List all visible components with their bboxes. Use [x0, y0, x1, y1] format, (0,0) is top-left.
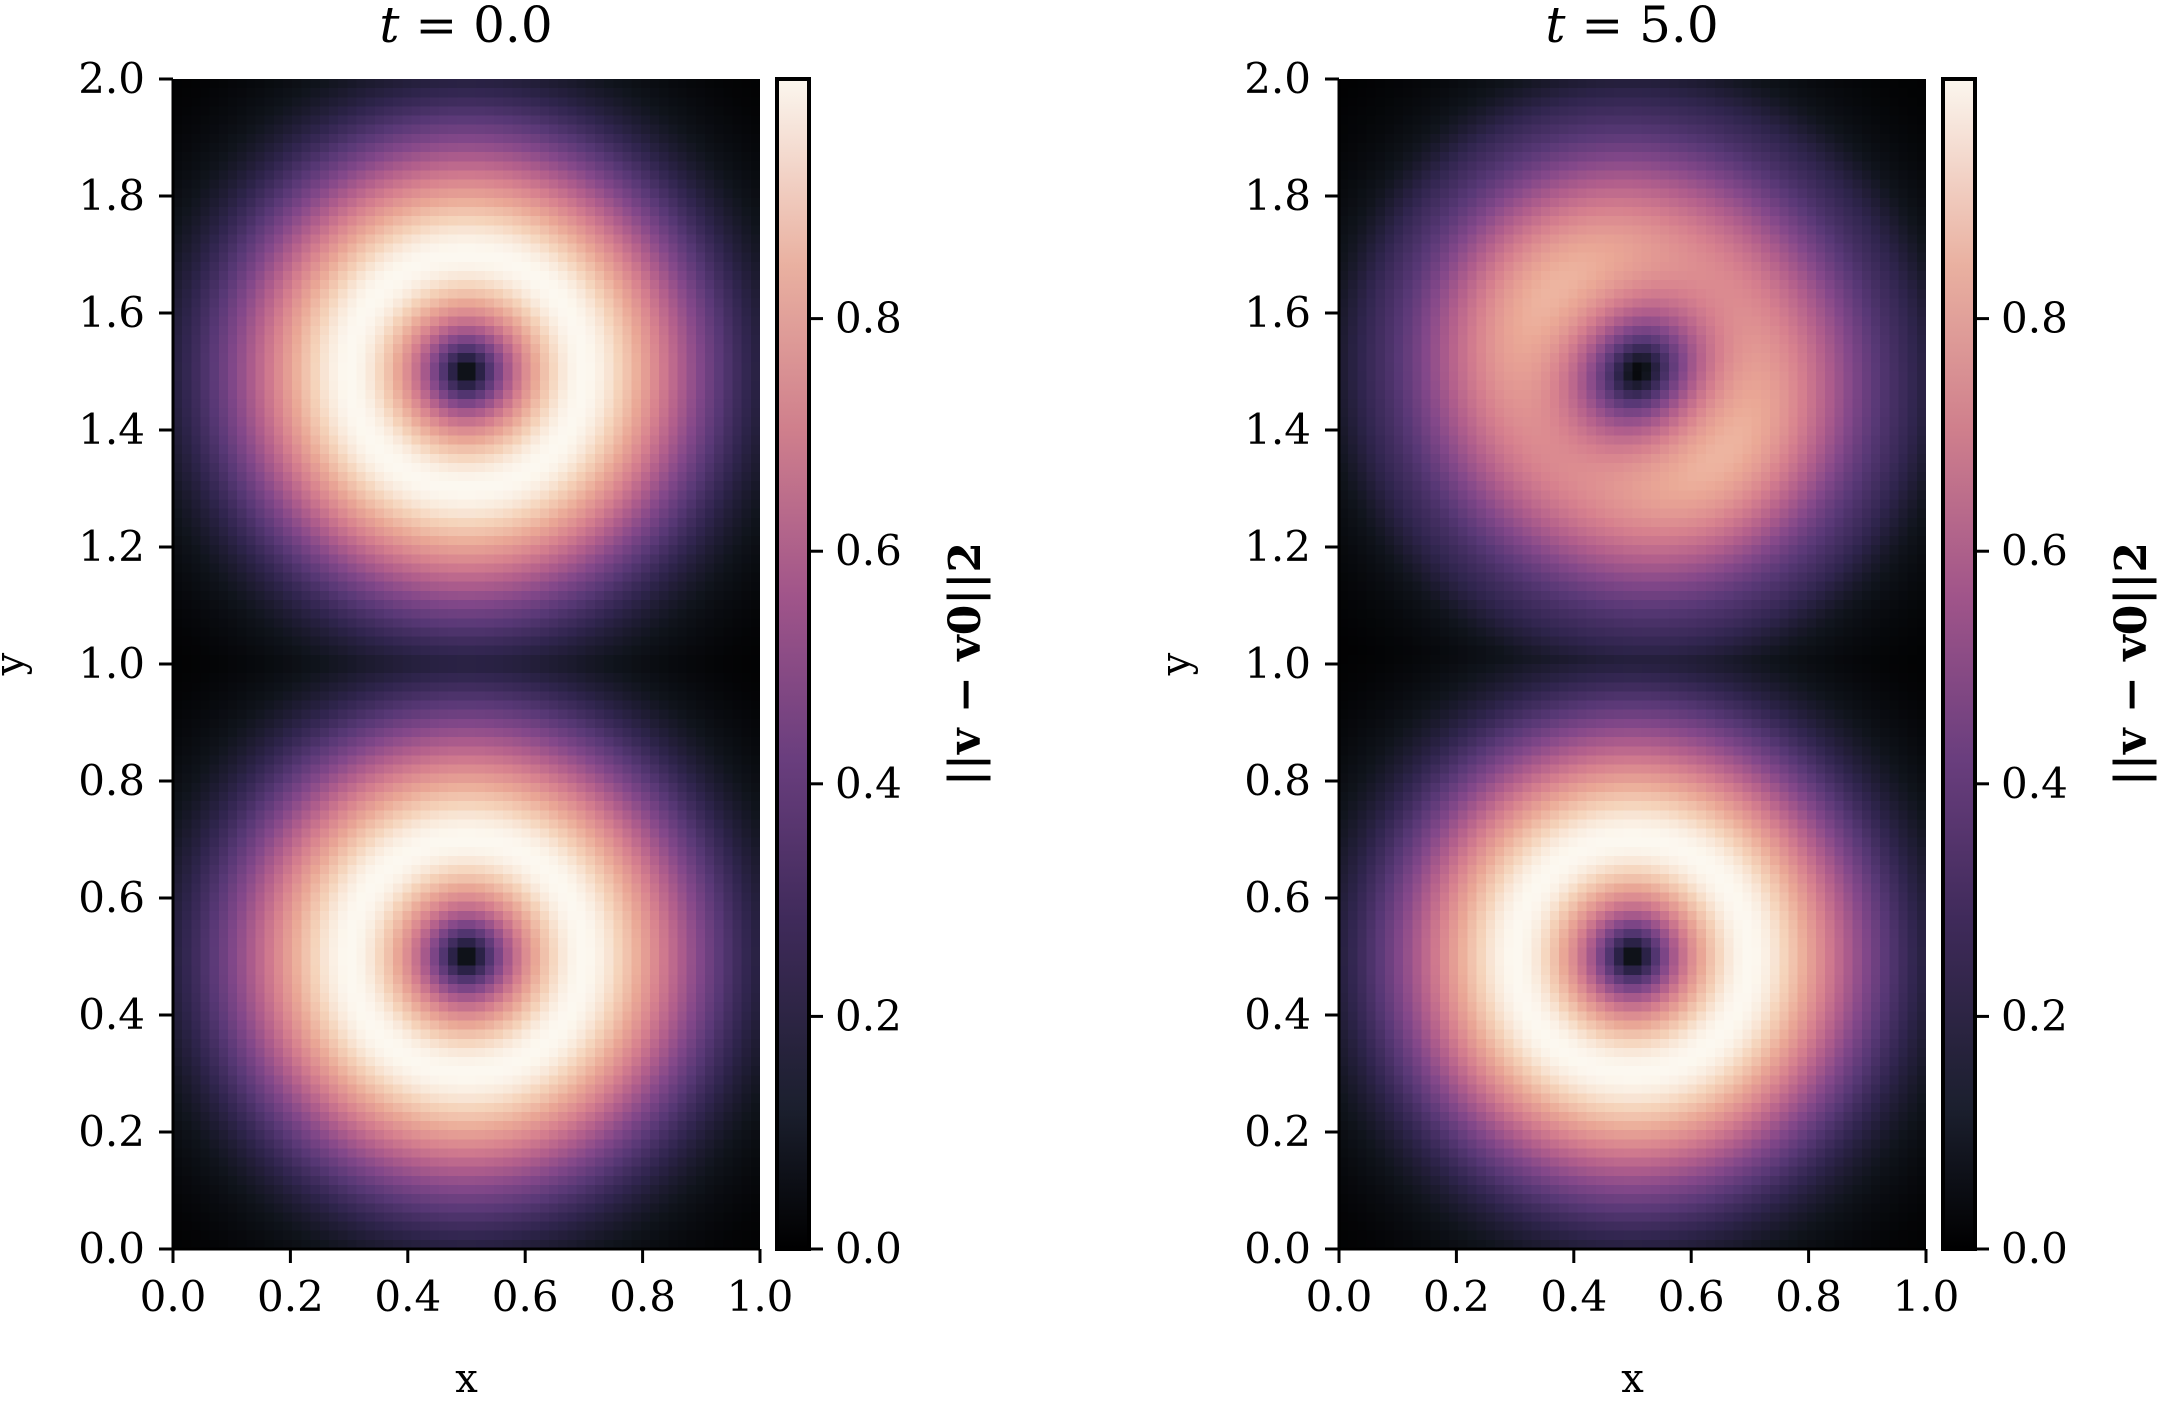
x-tick-label: 0.2 — [257, 1272, 324, 1321]
y-tick-label: 1.6 — [1244, 288, 1311, 337]
y-tick-label: 0.2 — [1244, 1107, 1311, 1156]
colorbar-label: ||v − v0||2 — [2106, 542, 2157, 786]
colorbar-frame — [1941, 77, 1977, 1251]
panel-left: 0.0 0.2 0.4 0.6 0.8 1.0 0.0 0.2 0.4 0.6 0.8 1.0 1.2 1… — [0, 0, 991, 1402]
y-tick-label: 2.0 — [78, 54, 145, 103]
y-tick-label: 0.0 — [78, 1224, 145, 1273]
x-tick-label: 0.0 — [140, 1272, 207, 1321]
x-tick-label: 0.4 — [374, 1272, 441, 1321]
x-tick-label: 0.6 — [492, 1272, 559, 1321]
panel-right: 0.0 0.2 0.4 0.6 0.8 1.0 0.0 0.2 0.4 0.6 0.8 1.0 1.2 1… — [1153, 0, 2157, 1402]
colorbar-tick-label: 0.6 — [2001, 526, 2068, 575]
colorbar-tick-label: 0.4 — [835, 759, 902, 808]
x-tick-label: 0.8 — [1775, 1272, 1842, 1321]
x-tick-label: 0.0 — [1306, 1272, 1373, 1321]
y-tick-label: 1.4 — [78, 405, 145, 454]
x-axis-label: x — [1621, 1356, 1644, 1402]
x-tick-label: 1.0 — [1893, 1272, 1960, 1321]
colorbar-tick-label: 0.6 — [835, 526, 902, 575]
x-tick-label: 0.6 — [1658, 1272, 1725, 1321]
x-tick-label: 0.8 — [609, 1272, 676, 1321]
x-tick-label: 0.4 — [1540, 1272, 1607, 1321]
colorbar-gradient — [1943, 79, 1975, 1249]
x-axis-label: x — [455, 1356, 478, 1402]
y-axis-label: y — [0, 652, 33, 676]
colorbar-gradient — [777, 79, 809, 1249]
y-tick-label: 0.4 — [1244, 990, 1311, 1039]
y-tick-label: 2.0 — [1244, 54, 1311, 103]
panel-title: t = 0.0 — [379, 0, 552, 54]
colorbar-tick-label: 0.0 — [2001, 1224, 2068, 1273]
y-tick-label: 1.6 — [78, 288, 145, 337]
colorbar-tick-label: 0.0 — [835, 1224, 902, 1273]
colorbar-frame — [775, 77, 811, 1251]
heatmap-image — [173, 79, 760, 1249]
panel-title: t = 5.0 — [1545, 0, 1718, 54]
y-tick-label: 0.2 — [78, 1107, 145, 1156]
x-tick-label: 1.0 — [727, 1272, 794, 1321]
y-tick-label: 1.0 — [1244, 639, 1311, 688]
y-tick-label: 1.0 — [78, 639, 145, 688]
colorbar-label: ||v − v0||2 — [940, 542, 991, 786]
y-tick-label: 0.0 — [1244, 1224, 1311, 1273]
y-tick-label: 0.8 — [78, 756, 145, 805]
x-tick-label: 0.2 — [1423, 1272, 1490, 1321]
y-tick-label: 0.8 — [1244, 756, 1311, 805]
y-tick-label: 1.2 — [78, 522, 145, 571]
heatmap-image — [1339, 79, 1926, 1249]
colorbar-tick-label: 0.2 — [835, 991, 902, 1040]
y-tick-label: 0.6 — [1244, 873, 1311, 922]
y-tick-label: 1.2 — [1244, 522, 1311, 571]
y-axis-label: y — [1153, 652, 1199, 676]
colorbar-tick-label: 0.8 — [2001, 294, 2068, 343]
y-tick-label: 0.6 — [78, 873, 145, 922]
y-tick-label: 1.4 — [1244, 405, 1311, 454]
y-tick-label: 1.8 — [78, 171, 145, 220]
y-tick-label: 1.8 — [1244, 171, 1311, 220]
colorbar-tick-label: 0.8 — [835, 294, 902, 343]
colorbar-tick-label: 0.2 — [2001, 991, 2068, 1040]
colorbar-tick-label: 0.4 — [2001, 759, 2068, 808]
y-tick-label: 0.4 — [78, 990, 145, 1039]
